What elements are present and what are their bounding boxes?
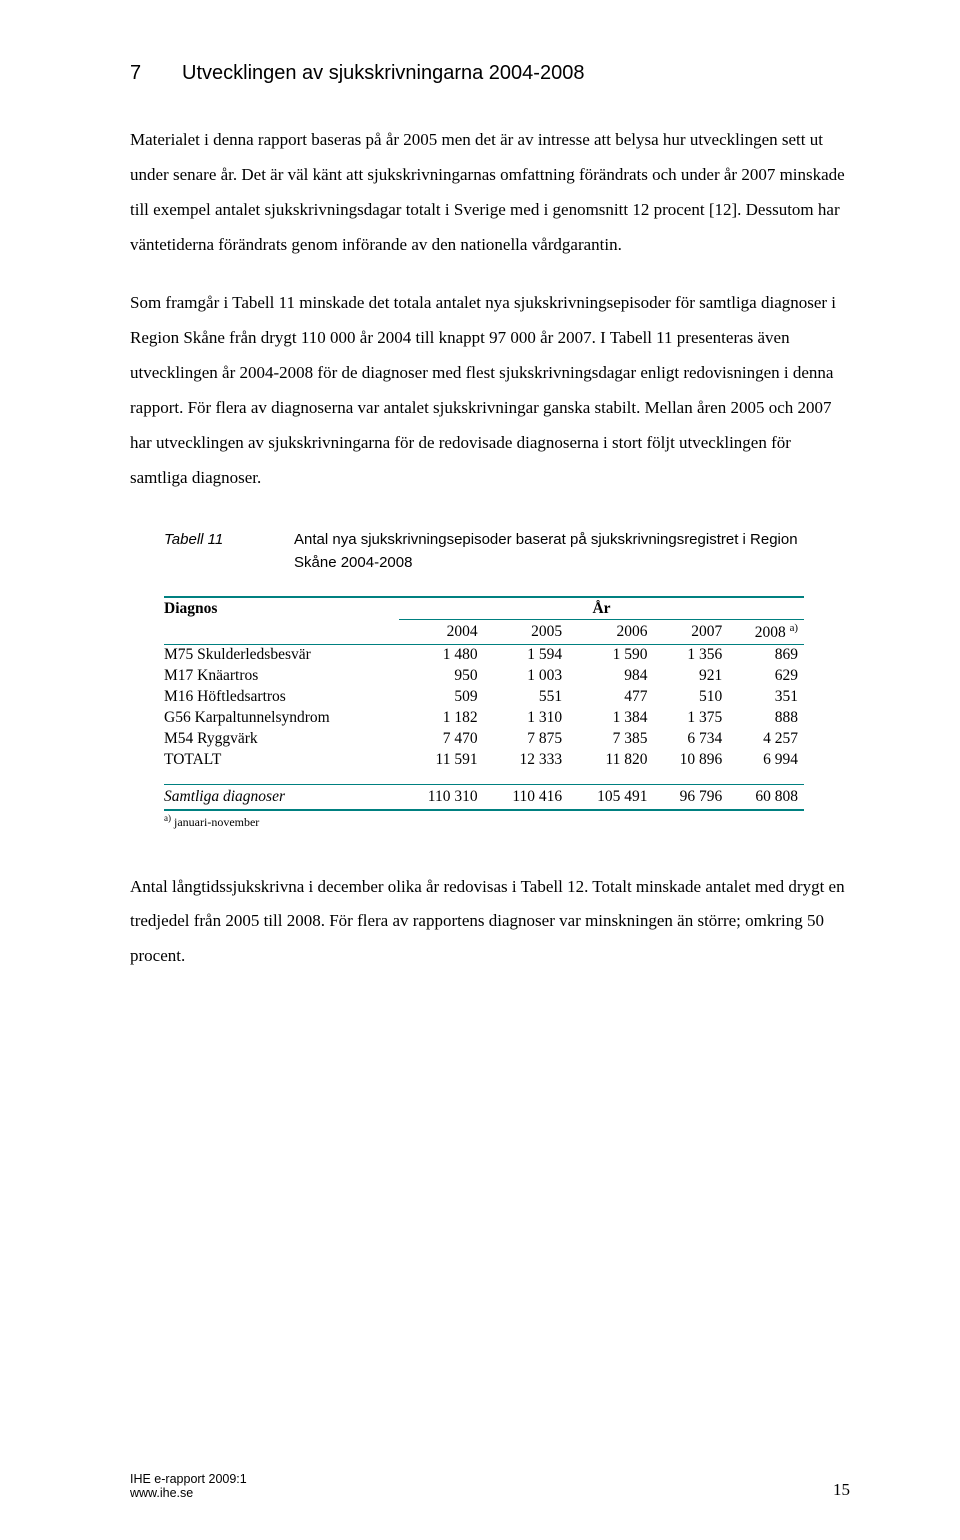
year-2006: 2006 <box>568 620 653 644</box>
summary-val: 110 416 <box>484 784 569 810</box>
val-cell: 477 <box>568 687 653 708</box>
year-2008-label: 2008 <box>755 624 786 641</box>
diag-cell: M16 Höftledsartros <box>164 687 399 708</box>
footer-page-number: 15 <box>833 1480 850 1500</box>
val-cell: 1 375 <box>654 708 729 729</box>
page-footer: IHE e-rapport 2009:1 www.ihe.se 15 <box>130 1472 850 1500</box>
table-footnote: a) januari-november <box>164 813 804 830</box>
table-row: M17 Knäartros 950 1 003 984 921 629 <box>164 666 804 687</box>
diag-cell: M75 Skulderledsbesvär <box>164 644 399 666</box>
val-cell: 11 591 <box>399 750 484 771</box>
section-heading: 7Utvecklingen av sjukskrivningarna 2004-… <box>130 62 850 85</box>
table-header-row-2: 2004 2005 2006 2007 2008 a) <box>164 620 804 644</box>
val-cell: 351 <box>728 687 804 708</box>
table-row: M54 Ryggvärk 7 470 7 875 7 385 6 734 4 2… <box>164 729 804 750</box>
val-cell: 12 333 <box>484 750 569 771</box>
summary-val: 96 796 <box>654 784 729 810</box>
val-cell: 11 820 <box>568 750 653 771</box>
val-cell: 1 182 <box>399 708 484 729</box>
val-cell: 629 <box>728 666 804 687</box>
val-cell: 984 <box>568 666 653 687</box>
table-row: M75 Skulderledsbesvär 1 480 1 594 1 590 … <box>164 644 804 666</box>
summary-val: 110 310 <box>399 784 484 810</box>
summary-val: 60 808 <box>728 784 804 810</box>
diag-cell: G56 Karpaltunnelsyndrom <box>164 708 399 729</box>
spacer-row <box>164 771 804 785</box>
table-row: TOTALT 11 591 12 333 11 820 10 896 6 994 <box>164 750 804 771</box>
table-summary-row: Samtliga diagnoser 110 310 110 416 105 4… <box>164 784 804 810</box>
footer-url: www.ihe.se <box>130 1486 247 1500</box>
summary-val: 105 491 <box>568 784 653 810</box>
val-cell: 1 003 <box>484 666 569 687</box>
col-header-diagnos: Diagnos <box>164 597 399 620</box>
val-cell: 869 <box>728 644 804 666</box>
col-header-year: År <box>399 597 804 620</box>
paragraph-3: Antal långtidssjukskrivna i december oli… <box>130 870 850 975</box>
val-cell: 1 310 <box>484 708 569 729</box>
val-cell: 7 875 <box>484 729 569 750</box>
table-description: Antal nya sjukskrivningsepisoder baserat… <box>294 529 804 574</box>
header-spacer <box>164 620 399 644</box>
section-title: Utvecklingen av sjukskrivningarna 2004-2… <box>182 62 584 84</box>
val-cell: 510 <box>654 687 729 708</box>
val-cell: 1 590 <box>568 644 653 666</box>
table-row: G56 Karpaltunnelsyndrom 1 182 1 310 1 38… <box>164 708 804 729</box>
val-cell: 6 734 <box>654 729 729 750</box>
val-cell: 1 356 <box>654 644 729 666</box>
val-cell: 7 470 <box>399 729 484 750</box>
val-cell: 888 <box>728 708 804 729</box>
paragraph-1: Materialet i denna rapport baseras på år… <box>130 123 850 262</box>
val-cell: 10 896 <box>654 750 729 771</box>
page: 7Utvecklingen av sjukskrivningarna 2004-… <box>0 0 960 1540</box>
table-footnote-text: januari-november <box>171 815 259 829</box>
table-caption: Tabell 11 Antal nya sjukskrivningsepisod… <box>164 529 804 574</box>
val-cell: 921 <box>654 666 729 687</box>
table-footnote-sup: a) <box>164 813 171 823</box>
val-cell: 1 594 <box>484 644 569 666</box>
year-2007: 2007 <box>654 620 729 644</box>
val-cell: 7 385 <box>568 729 653 750</box>
val-cell: 551 <box>484 687 569 708</box>
diag-cell: TOTALT <box>164 750 399 771</box>
val-cell: 1 384 <box>568 708 653 729</box>
val-cell: 4 257 <box>728 729 804 750</box>
year-2008: 2008 a) <box>728 620 804 644</box>
table-row: M16 Höftledsartros 509 551 477 510 351 <box>164 687 804 708</box>
val-cell: 6 994 <box>728 750 804 771</box>
val-cell: 950 <box>399 666 484 687</box>
year-2004: 2004 <box>399 620 484 644</box>
data-table: Diagnos År 2004 2005 2006 2007 2008 a) M… <box>164 596 804 810</box>
paragraph-2: Som framgår i Tabell 11 minskade det tot… <box>130 286 850 495</box>
diag-cell: M17 Knäartros <box>164 666 399 687</box>
summary-label: Samtliga diagnoser <box>164 784 399 810</box>
section-number: 7 <box>130 62 182 85</box>
val-cell: 1 480 <box>399 644 484 666</box>
footer-report-id: IHE e-rapport 2009:1 <box>130 1472 247 1486</box>
footer-left: IHE e-rapport 2009:1 www.ihe.se <box>130 1472 247 1500</box>
table-header-row-1: Diagnos År <box>164 597 804 620</box>
year-2008-sup: a) <box>790 622 798 634</box>
year-2005: 2005 <box>484 620 569 644</box>
table-label: Tabell 11 <box>164 529 294 574</box>
diag-cell: M54 Ryggvärk <box>164 729 399 750</box>
val-cell: 509 <box>399 687 484 708</box>
table-11: Tabell 11 Antal nya sjukskrivningsepisod… <box>164 529 804 829</box>
